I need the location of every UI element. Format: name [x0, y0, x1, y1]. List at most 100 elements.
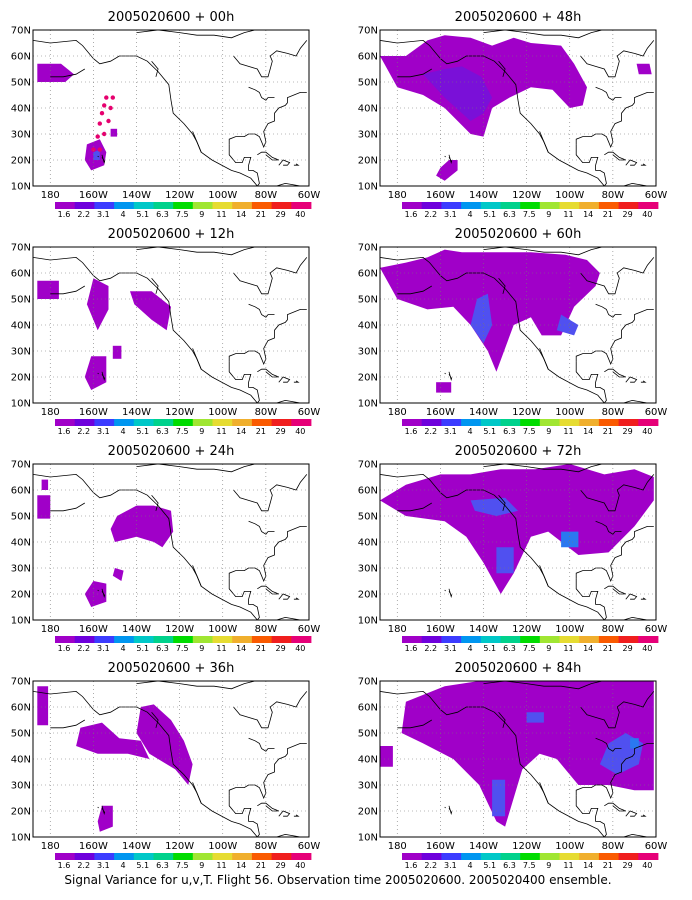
coastline — [97, 806, 99, 809]
lat-tick-label: 40N — [358, 321, 378, 332]
lon-tick-label: 160W — [79, 624, 108, 635]
colorbar-label: 21 — [603, 210, 613, 219]
map-frame — [379, 246, 657, 404]
coastline — [575, 795, 607, 837]
variance-region — [97, 805, 113, 832]
coastline — [33, 690, 309, 837]
variance-region — [110, 505, 174, 548]
colorbar-label: 9 — [546, 427, 551, 436]
colorbar-swatch — [212, 636, 233, 643]
colorbar-label: 4 — [468, 861, 473, 870]
coastline — [539, 565, 549, 587]
colorbar-swatch — [94, 419, 115, 426]
variance-region — [492, 779, 506, 817]
coastline — [233, 257, 308, 295]
lat-tick-label: 70N — [11, 677, 31, 688]
colorbar-swatch — [251, 419, 272, 426]
lat-tick-label: 30N — [11, 130, 31, 141]
colorbar-label: 40 — [642, 861, 652, 870]
colorbar-label: 7.5 — [523, 861, 536, 870]
colorbar-label: 4 — [468, 427, 473, 436]
colorbar-swatch — [520, 853, 541, 860]
lat-tick-label: 60N — [358, 269, 378, 280]
colorbar-label: 40 — [295, 427, 305, 436]
coastline — [50, 285, 86, 295]
colorbar-label: 11 — [216, 427, 226, 436]
variance-region — [526, 712, 544, 723]
lat-tick-label: 70N — [11, 243, 31, 254]
map-panel: 2005020600 + 48h 180 160W 140W 120W 100W 80W 60… — [358, 10, 668, 219]
colorbar-label: 1.6 — [58, 427, 71, 436]
map-panel: 2005020600 + 00h 180 160W 140W 120W 100W 80W 60… — [11, 10, 321, 219]
lat-tick-label: 70N — [11, 26, 31, 37]
lat-tick-label: 60N — [358, 703, 378, 714]
lon-tick-label: 180 — [388, 190, 407, 201]
colorbar-label: 29 — [276, 427, 286, 436]
colorbar-swatch — [133, 419, 154, 426]
colorbar-swatch — [480, 636, 501, 643]
colorbar-label: 40 — [642, 210, 652, 219]
colorbar-swatch — [441, 636, 462, 643]
coastline — [580, 257, 655, 295]
lat-tick-label: 50N — [11, 295, 31, 306]
lon-tick-label: 140W — [469, 624, 498, 635]
colorbar-swatch — [559, 636, 580, 643]
colorbar-label: 2.2 — [424, 861, 437, 870]
colorbar-label: 40 — [295, 861, 305, 870]
colorbar-label: 29 — [623, 644, 633, 653]
lon-tick-label: 100W — [555, 624, 584, 635]
coastline — [640, 597, 647, 600]
coastline — [575, 526, 654, 583]
colorbar-swatch — [232, 853, 253, 860]
coastline — [539, 348, 549, 370]
lat-tick-label: 50N — [358, 295, 378, 306]
lon-tick-label: 120W — [512, 407, 541, 418]
colorbar-label: 2.2 — [77, 210, 90, 219]
lon-tick-label: 100W — [208, 407, 237, 418]
lon-tick-label: 180 — [41, 624, 60, 635]
flight-track-point — [102, 103, 107, 108]
coastline — [575, 361, 607, 403]
colorbar-swatch — [212, 419, 233, 426]
figure-caption: Signal Variance for u,v,T. Flight 56. Ob… — [64, 873, 611, 887]
coastline — [101, 588, 106, 599]
colorbar-swatch — [212, 202, 233, 209]
colorbar-swatch — [480, 853, 501, 860]
coastline — [228, 526, 307, 583]
coastline — [97, 589, 99, 592]
colorbar-label: 3.1 — [97, 644, 110, 653]
colorbar-swatch — [232, 419, 253, 426]
colorbar-swatch — [421, 419, 442, 426]
colorbar-swatch — [55, 202, 76, 209]
colorbar-swatch — [559, 202, 580, 209]
colorbar-label: 1.6 — [405, 427, 418, 436]
lon-tick-label: 140W — [122, 190, 151, 201]
coastline — [604, 368, 626, 378]
colorbar-swatch — [618, 853, 639, 860]
colorbar-label: 5.1 — [136, 210, 149, 219]
colorbar-swatch — [74, 636, 95, 643]
colorbar-swatch — [271, 636, 292, 643]
coastline — [293, 380, 300, 383]
colorbar-swatch — [441, 419, 462, 426]
coastline — [192, 131, 202, 153]
coastline — [539, 782, 549, 804]
variance-region — [86, 278, 109, 331]
lon-tick-label: 120W — [165, 407, 194, 418]
coastline — [97, 155, 99, 158]
coastline — [397, 719, 433, 729]
map-panel: 2005020600 + 24h 180 160W 140W 120W 100W 80W 60… — [11, 444, 321, 653]
colorbar-swatch — [500, 636, 521, 643]
coastline — [228, 92, 307, 149]
coastline — [136, 464, 256, 473]
coastline — [539, 131, 549, 153]
lon-tick-label: 140W — [122, 624, 151, 635]
lon-tick-label: 140W — [469, 190, 498, 201]
lon-tick-label: 180 — [388, 624, 407, 635]
colorbar-swatch — [133, 636, 154, 643]
variance-region — [37, 280, 59, 299]
lon-tick-label: 100W — [208, 624, 237, 635]
variance-region — [630, 738, 639, 749]
lon-tick-label: 140W — [469, 407, 498, 418]
coastline — [293, 163, 300, 166]
